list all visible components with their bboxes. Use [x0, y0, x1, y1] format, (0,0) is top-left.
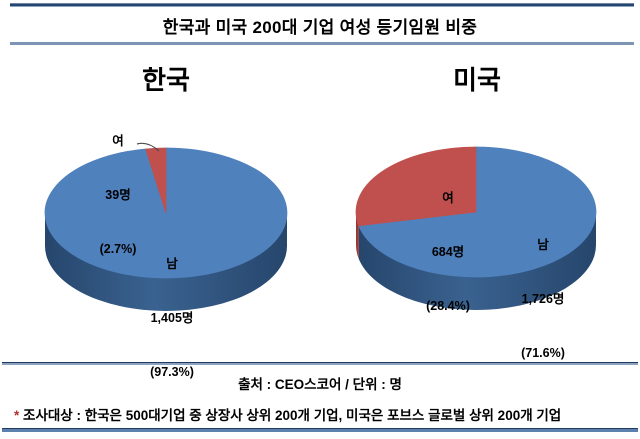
- pie-1-rim-여: [356, 212, 359, 259]
- pie-0-rim-남: [45, 213, 287, 311]
- usa-chart-title: 미국: [453, 65, 501, 95]
- slice-percent: (2.7%): [99, 242, 137, 256]
- slice-value: 1,405명: [150, 311, 194, 325]
- footnote-text: 조사대상 : 한국은 500대기업 중 상장사 상위 200개 기업, 미국은 …: [23, 408, 562, 423]
- slice-percent: (97.3%): [150, 365, 194, 379]
- page-title: 한국과 미국 200대 기업 여성 등기임원 비중: [162, 18, 478, 37]
- usa-female-slice-label: 여 684명 (28.4%): [388, 153, 508, 351]
- korea-female-slice-label: 여 39명 (2.7%): [58, 96, 178, 294]
- footnote: * 조사대상 : 한국은 500대기업 중 상장사 상위 200개 기업, 미국…: [14, 404, 636, 424]
- slice-percent: (71.6%): [521, 346, 565, 360]
- slice-name: 여: [442, 191, 454, 205]
- footnote-asterisk: *: [14, 408, 20, 423]
- slice-percent: (28.4%): [426, 299, 470, 313]
- source-divider-rule: [2, 362, 638, 365]
- title-band-bottom-rule: [10, 42, 634, 45]
- korea-male-slice-label: 남 1,405명 (97.3%): [102, 219, 242, 417]
- usa-male-slice-label: 남 1,726명 (71.6%): [483, 200, 603, 398]
- source-and-unit-label: 출처 : CEO스코어 / 단위 : 명: [238, 377, 402, 392]
- pie-1-slice-남: [358, 146, 597, 278]
- bottom-rule: [2, 428, 638, 432]
- slice-value: 39명: [105, 188, 131, 202]
- slice-value: 684명: [431, 245, 465, 259]
- pie-1-rim-남: [358, 212, 596, 310]
- slice-name: 여: [112, 134, 124, 148]
- korea-chart-title: 한국: [142, 65, 190, 95]
- title-band-top-rule: [10, 3, 634, 7]
- female-slice-leader-line: [136, 142, 160, 152]
- slice-name: 남: [537, 238, 549, 252]
- slice-value: 1,726명: [521, 292, 565, 306]
- slice-name: 남: [166, 257, 178, 271]
- pie-1-slice-여: [355, 146, 477, 227]
